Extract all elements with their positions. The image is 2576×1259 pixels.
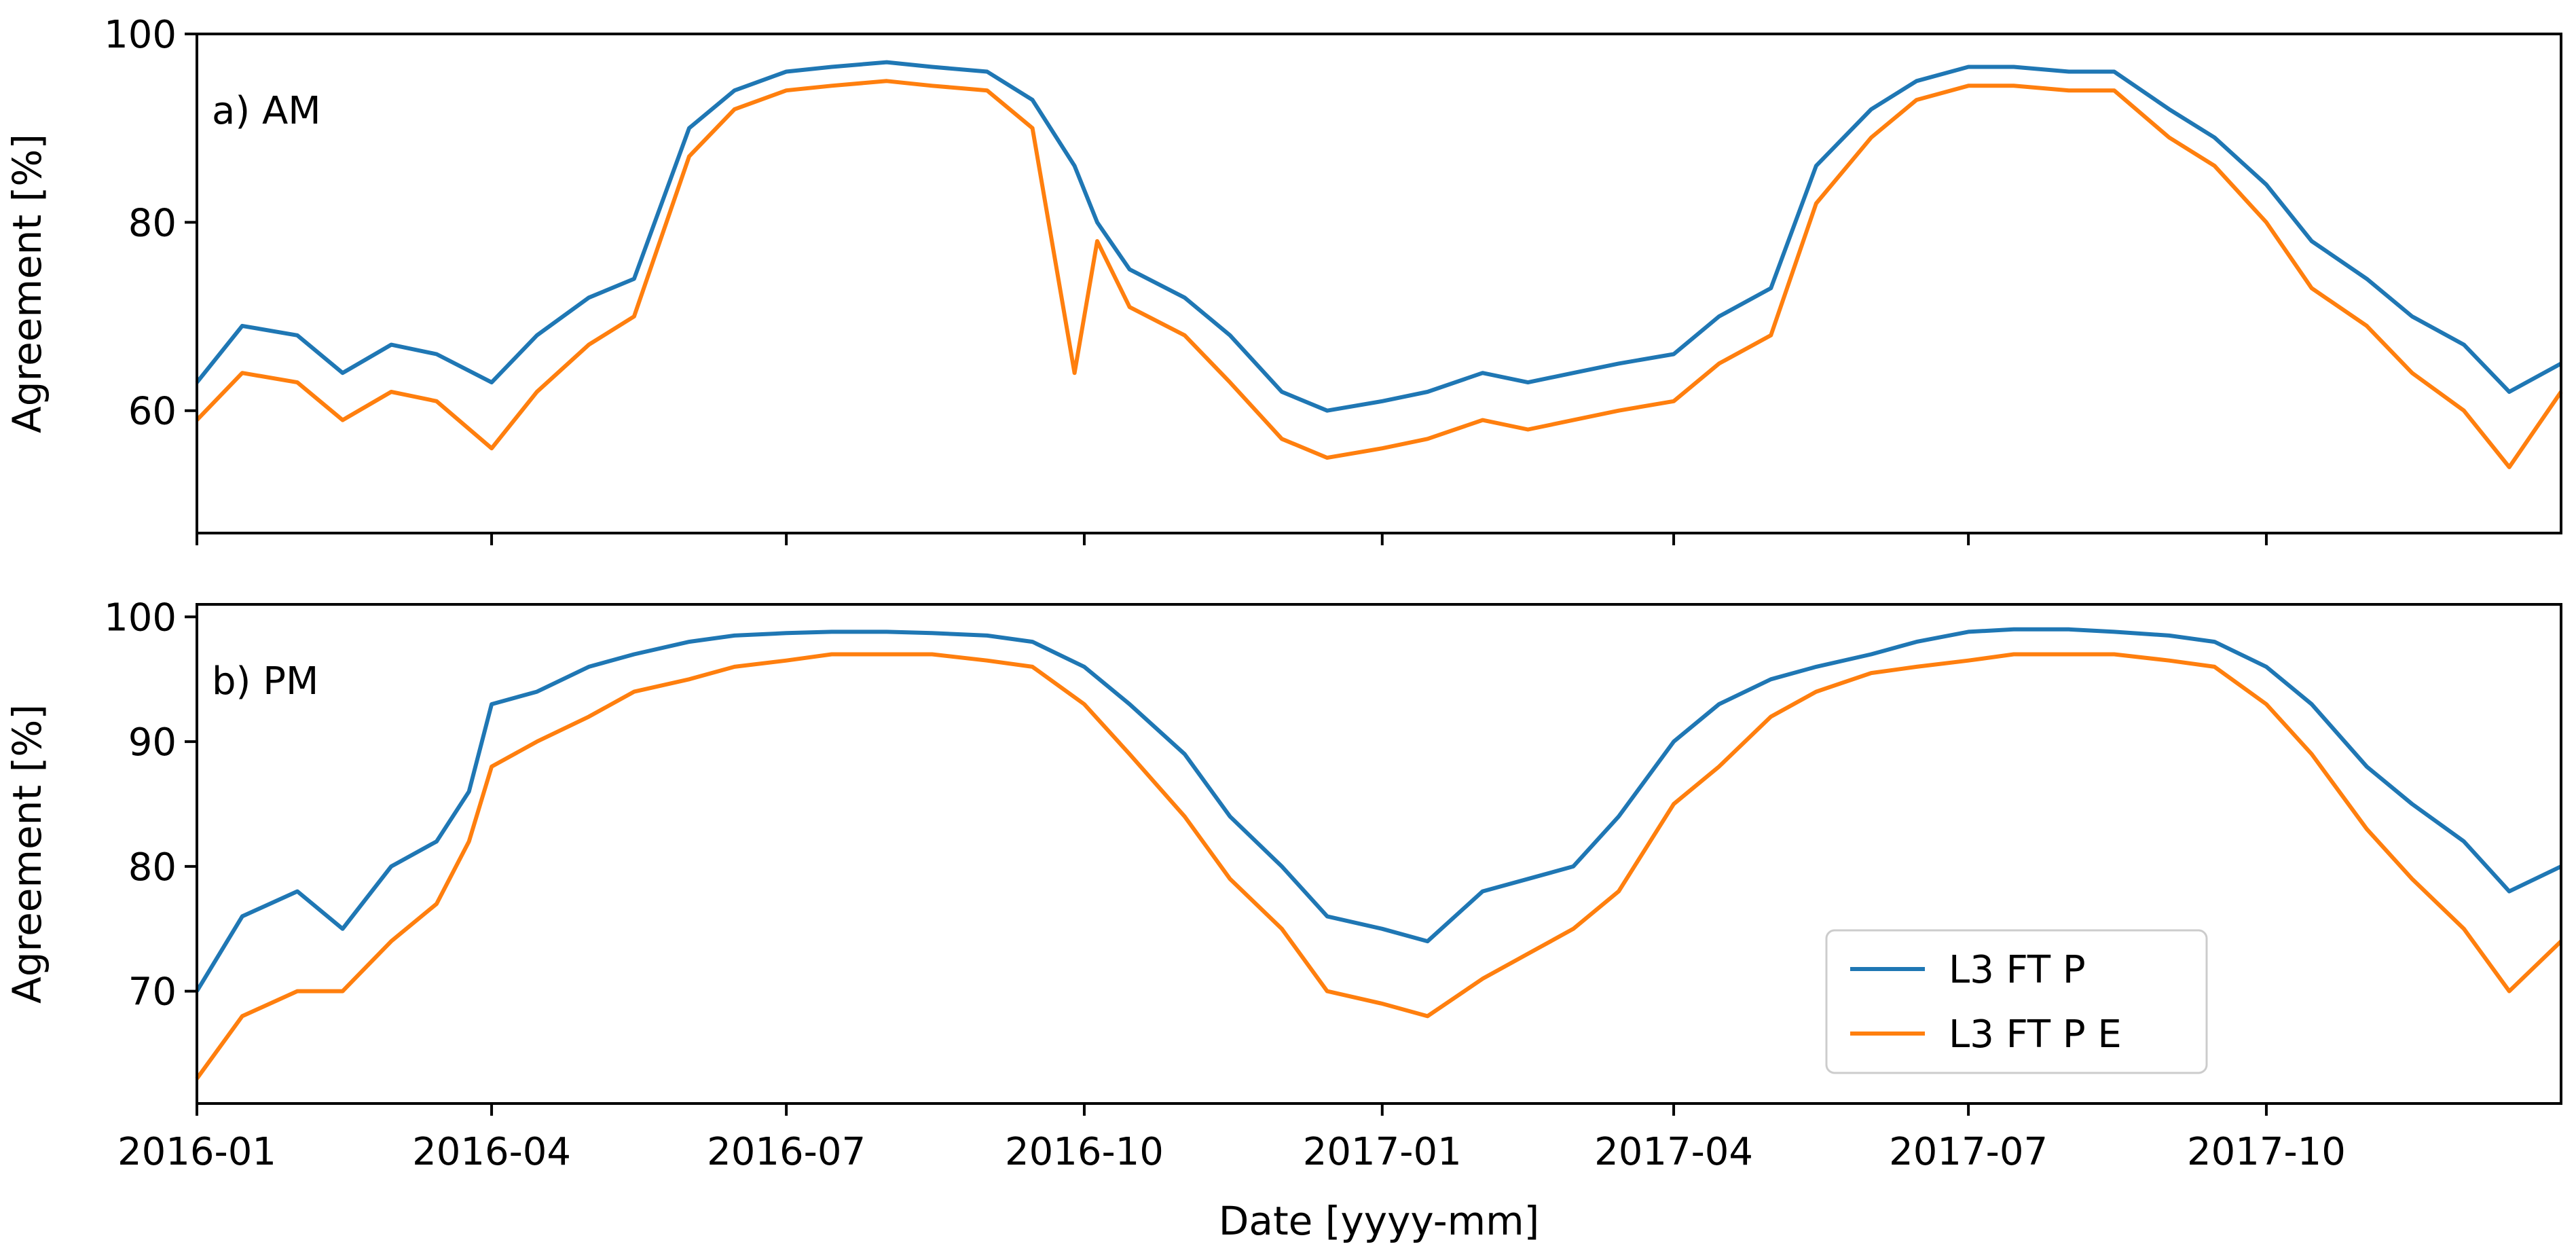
pm-y-ticks: 70 80 90 100 — [104, 596, 197, 1015]
am-series-l3-ft-p — [195, 60, 2562, 413]
x-tick-label: 2016-01 — [117, 1130, 276, 1174]
y-tick-label: 80 — [128, 845, 177, 890]
legend-box — [1825, 929, 2208, 1074]
pm-series-l3-ft-p — [195, 627, 2562, 993]
am-axes-frame — [196, 33, 2562, 534]
y-tick-label: 70 — [128, 970, 177, 1015]
y-tick-label: 90 — [128, 720, 177, 765]
x-tick-label: 2017-04 — [1594, 1130, 1753, 1174]
pm-y-axis-label: Agreement [%] — [4, 704, 50, 1004]
pm-panel-label: b) PM — [212, 659, 318, 704]
pm-series-layer — [195, 627, 2563, 1080]
x-tick-label: 2016-10 — [1005, 1130, 1164, 1174]
pm-x-ticks: 2016-01 2016-04 2016-07 2016-10 2017-01 2017-… — [117, 1103, 2346, 1174]
am-y-axis-label: Agreement [%] — [4, 134, 50, 433]
y-tick-label: 100 — [104, 13, 177, 57]
x-axis-label: Date [yyyy-mm] — [1219, 1198, 1540, 1244]
x-tick-label: 2017-07 — [1889, 1130, 2048, 1174]
y-tick-label: 100 — [104, 596, 177, 640]
am-y-ticks: 60 80 100 — [104, 13, 197, 434]
legend-label-l3-ft-p-e: L3 FT P E — [1949, 1012, 2122, 1057]
am-series-layer — [195, 60, 2563, 469]
am-panel-label: a) AM — [212, 89, 321, 133]
y-tick-label: 60 — [128, 390, 177, 434]
x-tick-label: 2016-04 — [412, 1130, 571, 1174]
y-tick-label: 80 — [128, 201, 177, 245]
legend-label-l3-ft-p: L3 FT P — [1949, 948, 2086, 992]
pm-series-l3-ft-p-e — [195, 652, 2563, 1080]
legend: L3 FT P L3 FT P E — [1825, 929, 2208, 1074]
x-tick-label: 2017-10 — [2187, 1130, 2346, 1174]
pm-axes-frame — [196, 603, 2562, 1105]
panel-am: 60 80 100 a) AM Agreement [%] — [4, 13, 2563, 545]
x-tick-label: 2016-07 — [707, 1130, 866, 1174]
x-tick-label: 2017-01 — [1303, 1130, 1462, 1174]
am-x-ticks — [196, 533, 2268, 545]
am-series-l3-ft-p-e — [195, 79, 2563, 469]
